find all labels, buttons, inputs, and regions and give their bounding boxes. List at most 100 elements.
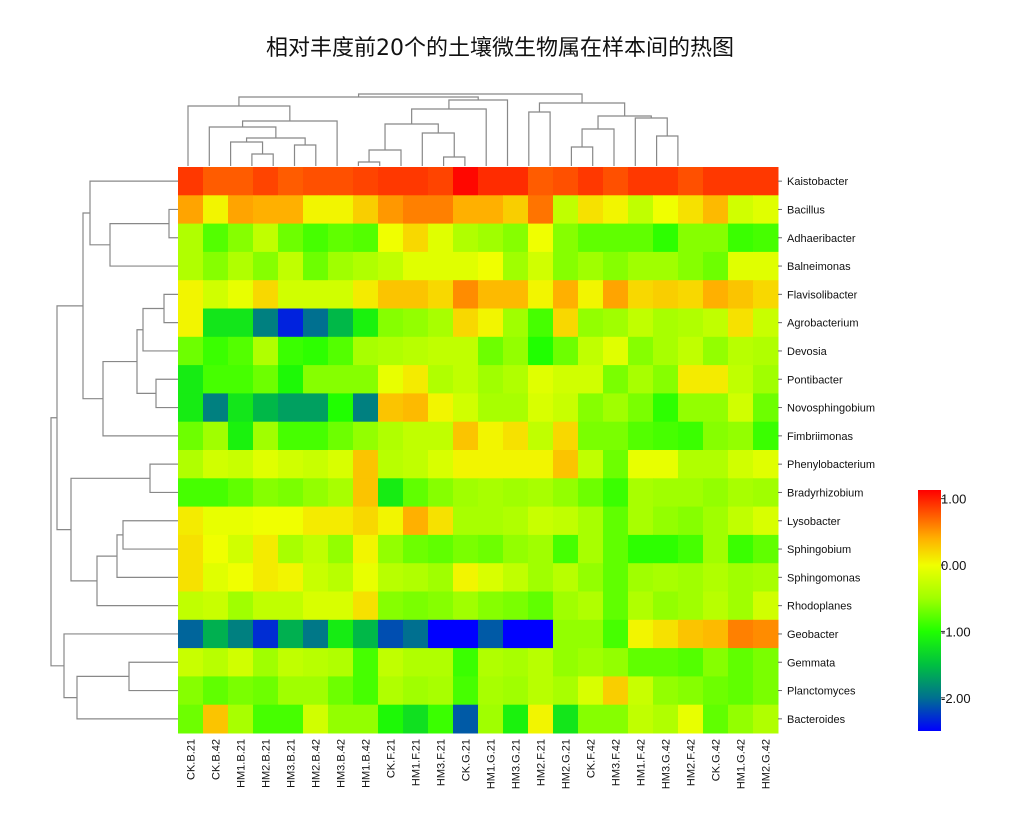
heatmap-cell [503,365,529,394]
heatmap-cell [678,280,704,309]
heatmap-cell [653,336,679,366]
heatmap-cell [653,676,679,706]
heatmap-cell [178,563,204,592]
heatmap-cell [278,167,304,196]
dendrogram-branch [76,675,178,720]
column-label: HM2.F.42 [686,739,698,786]
heatmap-cell [578,478,604,508]
heatmap-cell [478,478,504,508]
heatmap-cell [728,619,754,649]
heatmap-cell [178,619,204,649]
heatmap-cell [428,251,454,281]
column-label: HM2.B.42 [311,739,323,788]
dendrogram-branch [56,305,83,531]
heatmap-cell [353,421,379,451]
heatmap-cell [278,251,304,281]
heatmap-cell [453,308,479,338]
heatmap-cell [603,223,629,253]
heatmap-cell [703,478,729,508]
column-label: CK.B.21 [186,739,198,780]
row-label: Geobacter [787,629,839,641]
heatmap-cell [178,195,204,225]
heatmap-cell [753,563,779,592]
heatmap-cell [228,478,254,508]
heatmap-cell [478,648,504,677]
heatmap-cell [578,563,604,592]
heatmap-cell [428,308,454,338]
heatmap-cell [378,704,404,734]
column-label: HM1.F.21 [411,739,423,786]
heatmap-cell [453,251,479,281]
heatmap-cell [453,676,479,706]
heatmap-cell [603,676,629,706]
column-label: HM2.G.21 [561,739,573,789]
heatmap-cell [553,591,579,621]
heatmap-cell [403,506,429,536]
dendrogram-branch [142,307,178,352]
dendrogram-branch [293,144,317,166]
heatmap-cell [678,167,704,196]
heatmap-cell [303,450,329,479]
heatmap-cell [328,591,354,621]
heatmap-cell [428,676,454,706]
heatmap-cell [253,308,279,338]
heatmap-cell [178,704,204,734]
heatmap-cell [578,393,604,423]
heatmap-cell [228,648,254,677]
heatmap-cell [753,506,779,536]
heatmap-cell [253,676,279,706]
heatmap-cell [753,365,779,394]
heatmap-cell [503,450,529,479]
heatmap-cell [553,195,579,225]
heatmap-cell [753,704,779,734]
dendrogram-branch [368,149,402,166]
heatmap-cells [178,167,779,734]
heatmap-cell [603,478,629,508]
heatmap-cell [478,619,504,649]
heatmap-cell [603,506,629,536]
heatmap-cell [703,534,729,564]
heatmap-cell [178,421,204,451]
heatmap-cell [453,195,479,225]
heatmap-cell [278,648,304,677]
heatmap-cell [403,365,429,394]
heatmap-cell [328,676,354,706]
dendrogram-branch [187,105,291,166]
chart-title: 相对丰度前20个的土壤微生物属在样本间的热图 [266,36,734,61]
heatmap-cell [503,648,529,677]
dendrogram-branch [251,153,274,166]
heatmap-cell [503,393,529,423]
heatmap-cell [478,534,504,564]
heatmap-cell [503,280,529,309]
dendrogram-branch [528,111,551,166]
heatmap-cell [278,365,304,394]
heatmap-cell [353,280,379,309]
legend-tick-label: -1.00 [941,624,971,639]
heatmap-cell [728,195,754,225]
heatmap-cell [303,336,329,366]
heatmap-cell [628,478,654,508]
heatmap-cell [353,308,379,338]
heatmap-cell [528,393,554,423]
heatmap-cell [203,167,229,196]
heatmap-cell [503,534,529,564]
column-label: CK.F.42 [586,739,598,778]
heatmap-cell [603,393,629,423]
heatmap-cell [403,648,429,677]
row-label: Bacteroides [787,714,846,726]
heatmap-cell [428,365,454,394]
heatmap-cell [478,421,504,451]
heatmap-cell [228,450,254,479]
heatmap-cell [628,506,654,536]
column-label: HM3.B.42 [336,739,348,788]
heatmap-cell [378,534,404,564]
heatmap-cell [653,308,679,338]
heatmap-cell [753,336,779,366]
heatmap-cell [303,167,329,196]
heatmap-cell [503,167,529,196]
heatmap-cell [203,563,229,592]
heatmap-cell [678,704,704,734]
heatmap-cell [228,223,254,253]
heatmap-cell [728,450,754,479]
heatmap-cell [553,393,579,423]
